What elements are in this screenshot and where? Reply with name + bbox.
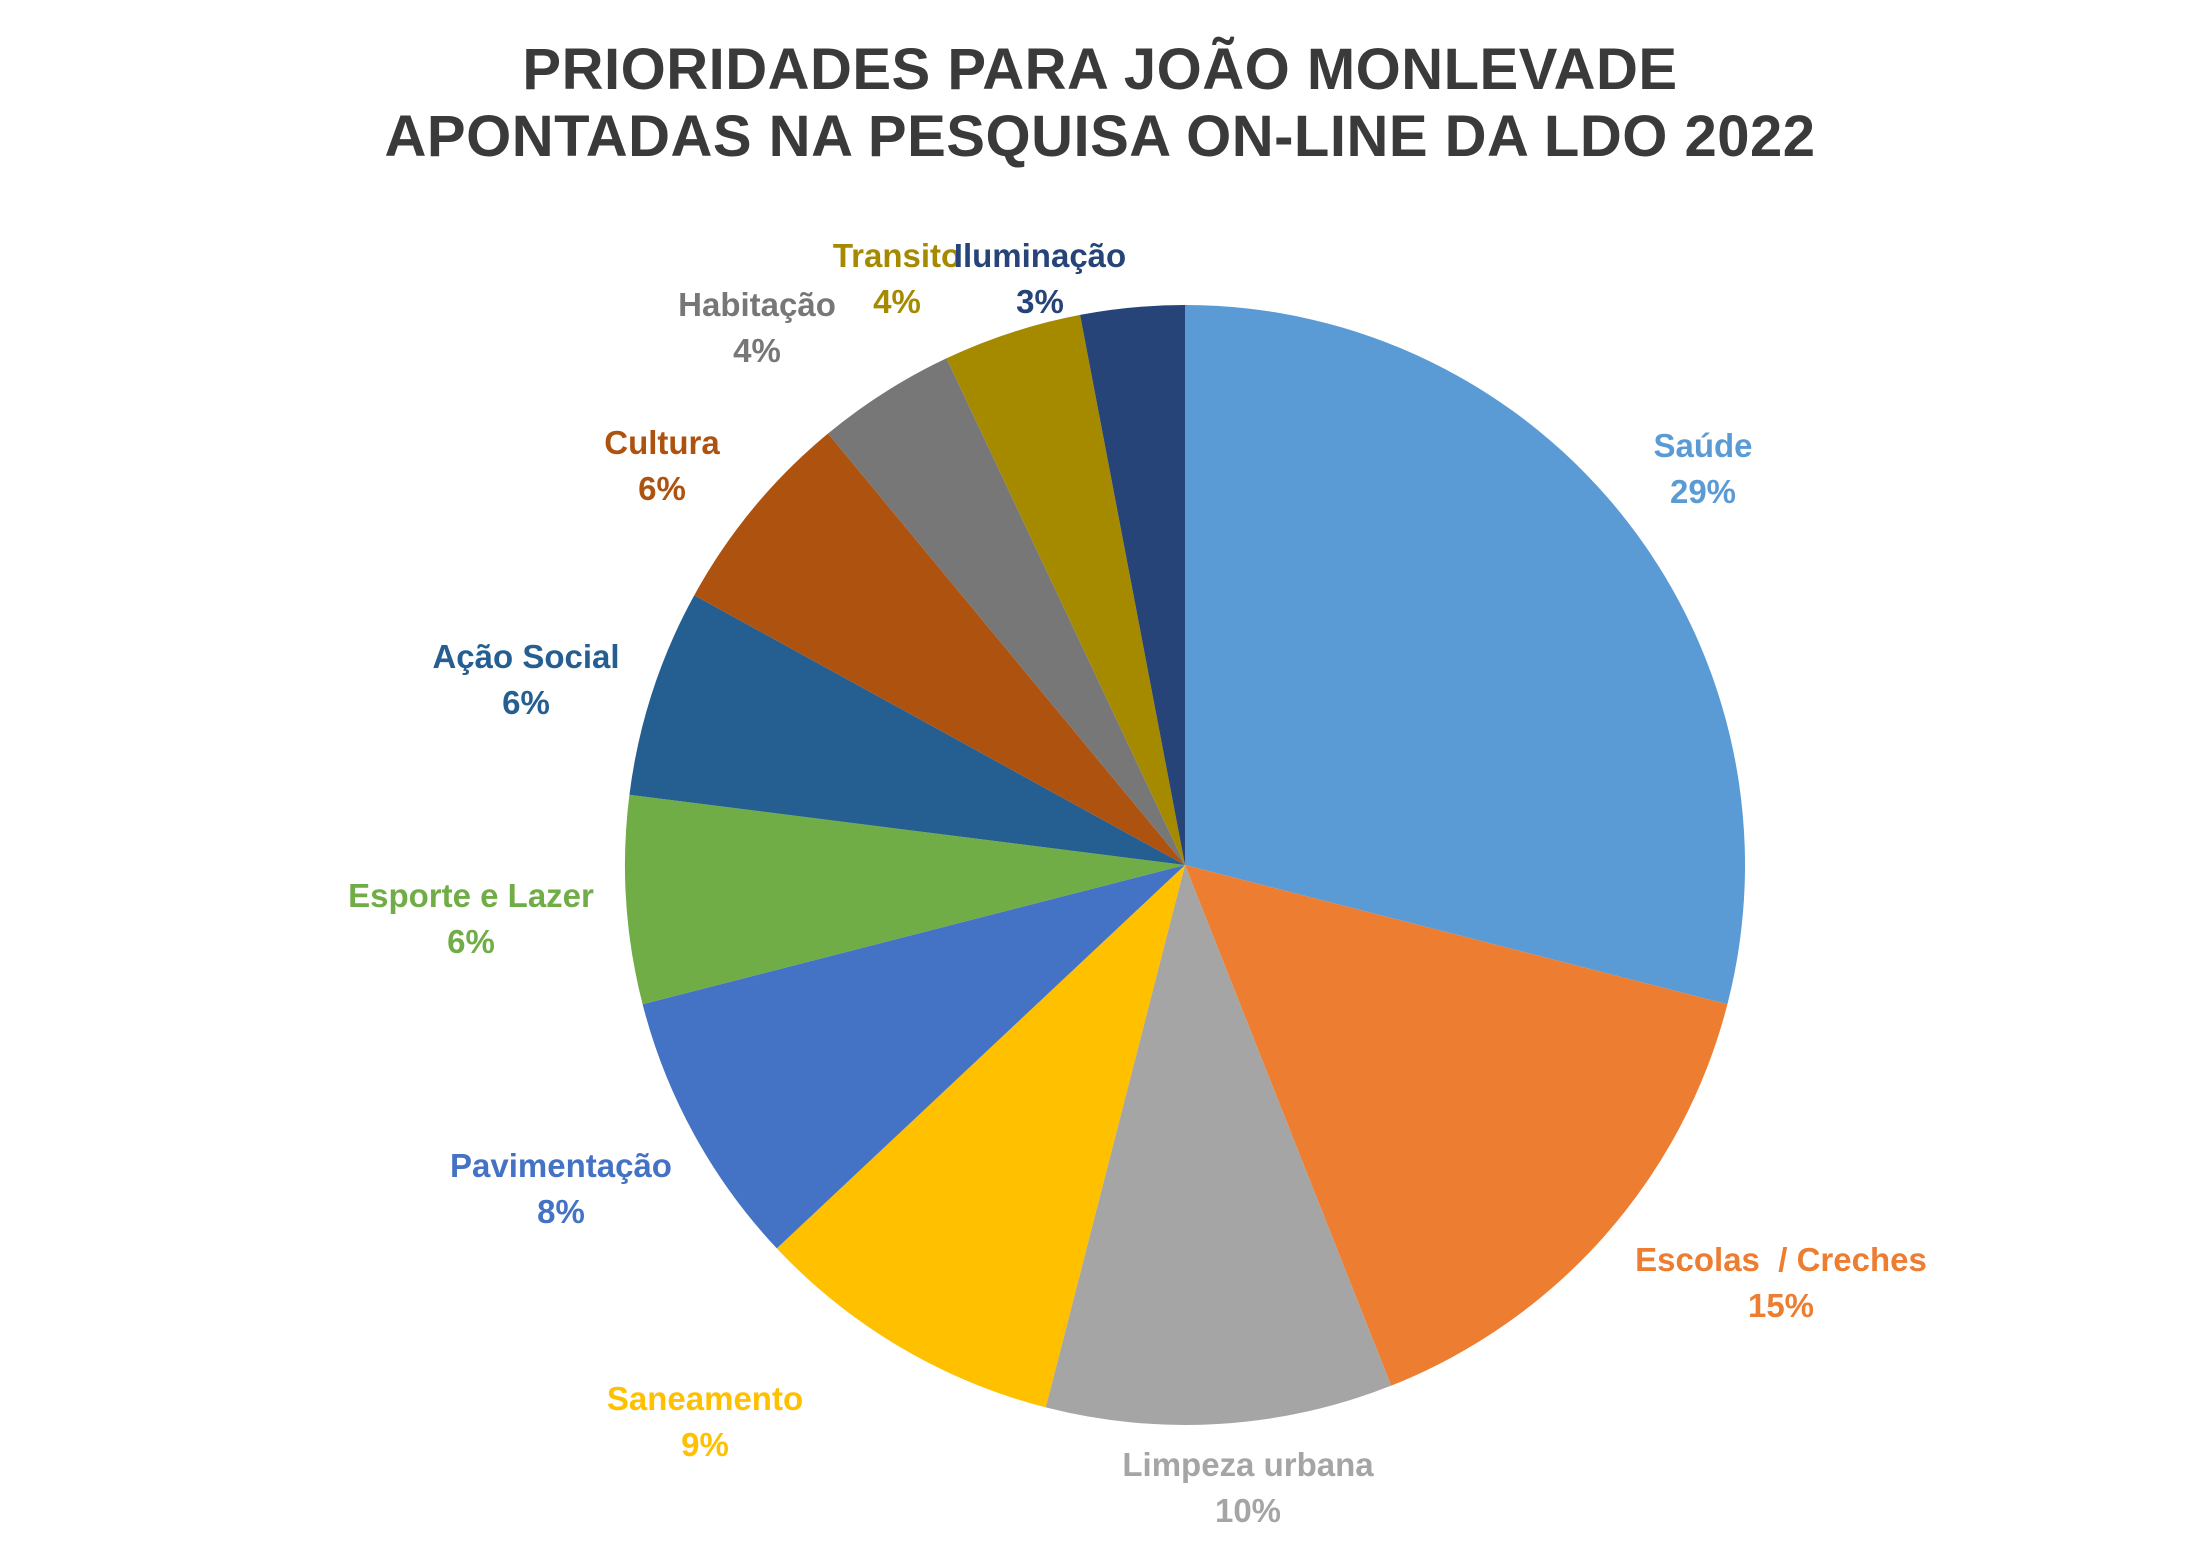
slice-label-name-transito: Transito: [832, 237, 962, 274]
slice-label-iluminacao: Iluminação 3%: [954, 233, 1126, 325]
slice-label-name-escolas-creches: Escolas / Creches: [1635, 1241, 1927, 1278]
slice-label-name-saneamento: Saneamento: [606, 1380, 804, 1417]
slice-label-escolas-creches: Escolas / Creches 15%: [1635, 1237, 1927, 1329]
slice-label-name-esporte-e-lazer: Esporte e Lazer: [348, 877, 594, 914]
pie-slice-acao-social: [629, 595, 1185, 865]
slice-label-pct-pavimentacao: 8%: [537, 1193, 585, 1230]
slice-label-pct-transito: 4%: [873, 283, 921, 320]
slice-label-name-iluminacao: Iluminação: [953, 237, 1127, 274]
pie-slice-saneamento: [776, 865, 1185, 1408]
pie-slice-iluminacao: [1080, 305, 1185, 865]
slice-label-name-saude: Saúde: [1653, 427, 1753, 464]
pie-slice-pavimentacao: [642, 865, 1185, 1249]
slice-label-name-acao-social: Ação Social: [432, 638, 620, 675]
pie-slice-saude: [1185, 305, 1746, 1005]
slice-label-pavimentacao: Pavimentação 8%: [450, 1143, 672, 1235]
slice-label-pct-esporte-e-lazer: 6%: [447, 923, 495, 960]
pie-slice-transito: [946, 314, 1185, 865]
slice-label-pct-acao-social: 6%: [502, 684, 550, 721]
pie-slice-escolas-creches: [1185, 865, 1728, 1386]
slice-label-pct-cultura: 6%: [638, 470, 686, 507]
chart-title-line2: APONTADAS NA PESQUISA ON-LINE DA LDO 202…: [384, 104, 1816, 169]
slice-label-pct-saude: 29%: [1669, 473, 1737, 510]
chart-title: PRIORIDADES PARA JOÃO MONLEVADE APONTADA…: [0, 36, 2200, 170]
slice-label-name-pavimentacao: Pavimentação: [450, 1147, 672, 1184]
slice-label-saude: Saúde 29%: [1653, 423, 1752, 515]
slice-label-pct-limpeza-urbana: 10%: [1214, 1492, 1282, 1529]
chart-title-line1: PRIORIDADES PARA JOÃO MONLEVADE: [522, 37, 1678, 102]
slice-label-cultura: Cultura 6%: [604, 420, 720, 512]
slice-label-acao-social: Ação Social 6%: [432, 634, 619, 726]
slice-label-habitacao: Habitação 4%: [678, 282, 836, 374]
slice-label-name-limpeza-urbana: Limpeza urbana: [1122, 1446, 1374, 1483]
pie-slice-limpeza-urbana: [1045, 865, 1392, 1426]
slice-label-pct-habitacao: 4%: [733, 332, 781, 369]
slice-label-pct-iluminacao: 3%: [1016, 283, 1064, 320]
slice-label-saneamento: Saneamento 9%: [607, 1376, 803, 1468]
pie-slice-habitacao: [828, 358, 1185, 865]
slice-label-name-cultura: Cultura: [604, 424, 720, 461]
slice-label-pct-saneamento: 9%: [681, 1426, 729, 1463]
slice-label-transito: Transito 4%: [833, 233, 961, 325]
slice-label-pct-escolas-creches: 15%: [1747, 1287, 1815, 1324]
pie-slice-esporte-e-lazer: [625, 794, 1185, 1005]
slice-label-name-habitacao: Habitação: [678, 286, 836, 323]
pie-slice-cultura: [694, 433, 1185, 865]
slice-label-limpeza-urbana: Limpeza urbana 10%: [1122, 1442, 1373, 1534]
slice-label-esporte-e-lazer: Esporte e Lazer 6%: [348, 873, 594, 965]
